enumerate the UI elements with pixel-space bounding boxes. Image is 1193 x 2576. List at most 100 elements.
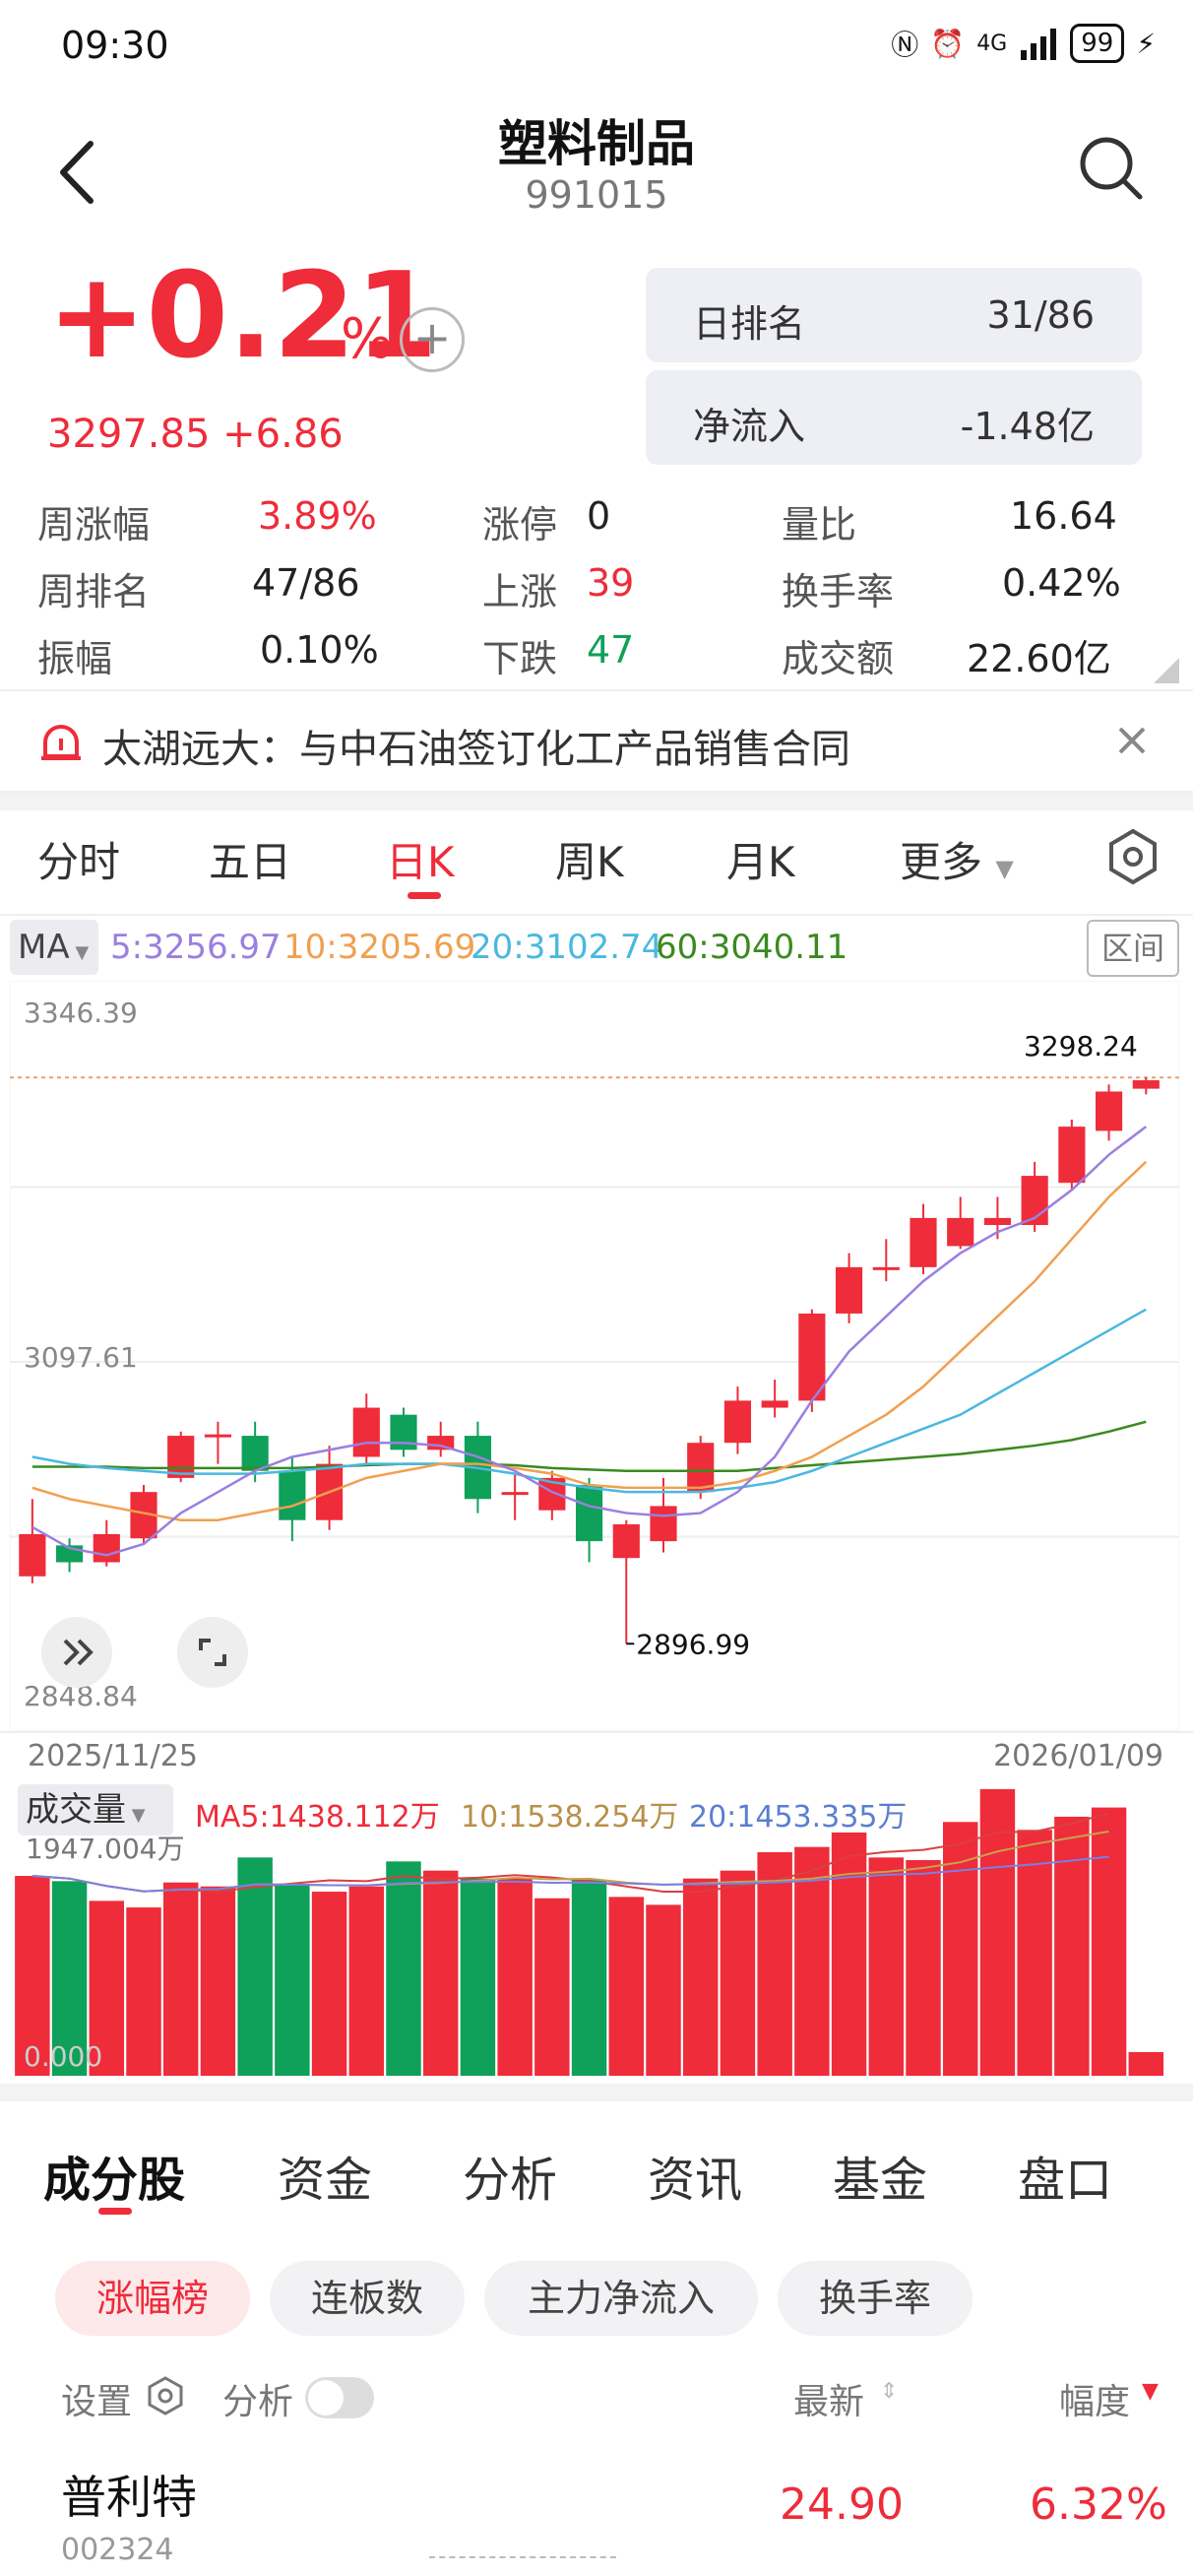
volume-bar [275,1884,310,2076]
status-icons: Ⓝ ⏰ 4G 99 ⚡ [891,24,1156,63]
ma-selector[interactable]: MA ▼ [10,920,98,975]
vol-max: 1947.004万 [26,1833,185,1865]
close-icon[interactable] [1112,721,1152,760]
stat-value: 0.10% [260,628,379,672]
sort-desc-icon[interactable]: ▼ [1142,2379,1159,2404]
volume-bar [571,1880,607,2076]
stat-label: 振幅 [37,637,113,680]
stats-row: 周排名 47/86 上涨 39 换手率 0.42% [0,561,1193,630]
volume-bar [348,1886,385,2076]
net-inflow-box[interactable]: 净流入 -1.48亿 [646,370,1142,465]
volume-selector[interactable]: 成交量 ▼ [18,1784,173,1835]
expand-chevrons-icon[interactable] [41,1617,112,1688]
section-divider [0,793,1193,810]
net-inflow-label: 净流入 [693,405,806,448]
candle [761,1400,788,1408]
candle [93,1533,120,1563]
tab-constituents[interactable]: 成分股 [43,2153,186,2208]
tab-fund[interactable]: 基金 [833,2153,928,2208]
alarm-icon: ⏰ [930,27,966,60]
settings-label[interactable]: 设置 [61,2382,133,2422]
alert-icon [41,725,81,760]
y-tick-mid: 3097.61 [24,1341,138,1374]
caret-down-icon: ▼ [69,942,90,963]
news-text: 太湖远大：与中石油签订化工产品销售合同 [102,727,850,772]
back-icon[interactable] [49,138,108,207]
table-row[interactable]: 普利特 002324 24.90 6.32% [0,2462,1193,2576]
range-button[interactable]: 区间 [1087,920,1179,977]
settings-hexagon-icon[interactable] [1106,827,1160,886]
network-label: 4G [976,31,1008,56]
tab-five-day[interactable]: 五日 [209,838,292,886]
stat-value: 39 [587,561,635,605]
candle [1095,1091,1123,1131]
ma-selector-label: MA [18,928,70,967]
tab-funds[interactable]: 资金 [278,2153,373,2208]
volume-bars [15,1788,1164,2076]
volume-chart[interactable]: 0.000 [10,1780,1179,2076]
price-line: 3297.85 +6.86 [47,412,344,457]
candlestick-chart[interactable]: 3346.39 3097.61 2848.84 3298.24 2896.99 [10,981,1179,1731]
stat-label: 量比 [782,503,857,547]
candle [798,1313,826,1401]
volume-legend: 成交量 ▼ MA5:1438.112万 10:1538.254万 20:1453… [0,1780,1193,1865]
candle [279,1470,306,1520]
date-start: 2025/11/25 [28,1739,198,1773]
volume-bar [162,1882,199,2076]
battery-icon: 99 [1070,24,1125,63]
fullscreen-icon[interactable] [177,1617,248,1688]
volume-bar [906,1859,941,2076]
volume-bar [1017,1830,1052,2076]
tab-order-book[interactable]: 盘口 [1018,2153,1113,2208]
tab-more[interactable]: 更多 ▼ [900,829,1014,889]
index-code: 991015 [525,173,668,217]
search-icon[interactable] [1077,134,1146,203]
chip-turnover[interactable]: 换手率 [778,2261,973,2336]
tab-daily-k[interactable]: 日K [386,838,455,886]
candle [947,1217,974,1247]
tab-analysis[interactable]: 分析 [463,2153,558,2208]
stat-value: 22.60亿 [967,637,1111,680]
mini-trend-line [429,2556,616,2558]
volume-selector-label: 成交量 [26,1790,126,1830]
candles [19,1077,1160,1644]
tab-news[interactable]: 资讯 [648,2153,743,2208]
day-rank-box[interactable]: 日排名 31/86 [646,268,1142,362]
stat-label: 周排名 [37,570,151,613]
vol-ma20: 20:1453.335万 [689,1800,908,1835]
tab-weekly-k[interactable]: 周K [555,838,624,886]
candle [575,1485,603,1542]
stat-value: 47 [587,628,635,672]
chip-consecutive-limit[interactable]: 连板数 [270,2261,465,2336]
candle [983,1217,1012,1226]
news-banner[interactable]: 太湖远大：与中石油签订化工产品销售合同 [0,689,1193,793]
settings-icon[interactable] [146,2375,185,2416]
sort-icon[interactable]: ⇕ [880,2379,899,2404]
tab-monthly-k[interactable]: 月K [726,838,795,886]
day-rank-value: 31/86 [986,293,1095,337]
volume-bar [126,1907,161,2076]
header: 塑料制品 991015 [0,98,1193,246]
analysis-toggle[interactable] [305,2377,374,2418]
ma10-value: 10:3205.69 [283,928,476,967]
stat-value: 3.89% [258,494,377,538]
add-watchlist-button[interactable]: + [400,307,465,372]
range-header[interactable]: 幅度 [1059,2382,1131,2422]
volume-bar [200,1886,236,2076]
volume-bar [1091,1807,1127,2076]
chevron-down-icon: ▼ [995,855,1014,882]
vol-min: 0.000 [24,2040,102,2073]
stat-label: 涨停 [482,503,558,547]
tab-intraday[interactable]: 分时 [37,838,121,886]
ma60-value: 60:3040.11 [656,928,848,967]
ma-legend: MA ▼ 5:3256.97 10:3205.69 20:3102.74 60:… [0,914,1193,979]
ma-lines [31,1126,1148,1645]
expand-corner-icon[interactable] [1154,658,1179,683]
chip-main-inflow[interactable]: 主力净流入 [484,2261,758,2336]
chip-gainers[interactable]: 涨幅榜 [55,2261,250,2336]
latest-header[interactable]: 最新 [793,2382,865,2422]
net-inflow-value: -1.48亿 [960,405,1095,448]
candle [872,1266,900,1270]
last-price: 3297.85 [47,412,211,457]
volume-bar [497,1878,533,2076]
